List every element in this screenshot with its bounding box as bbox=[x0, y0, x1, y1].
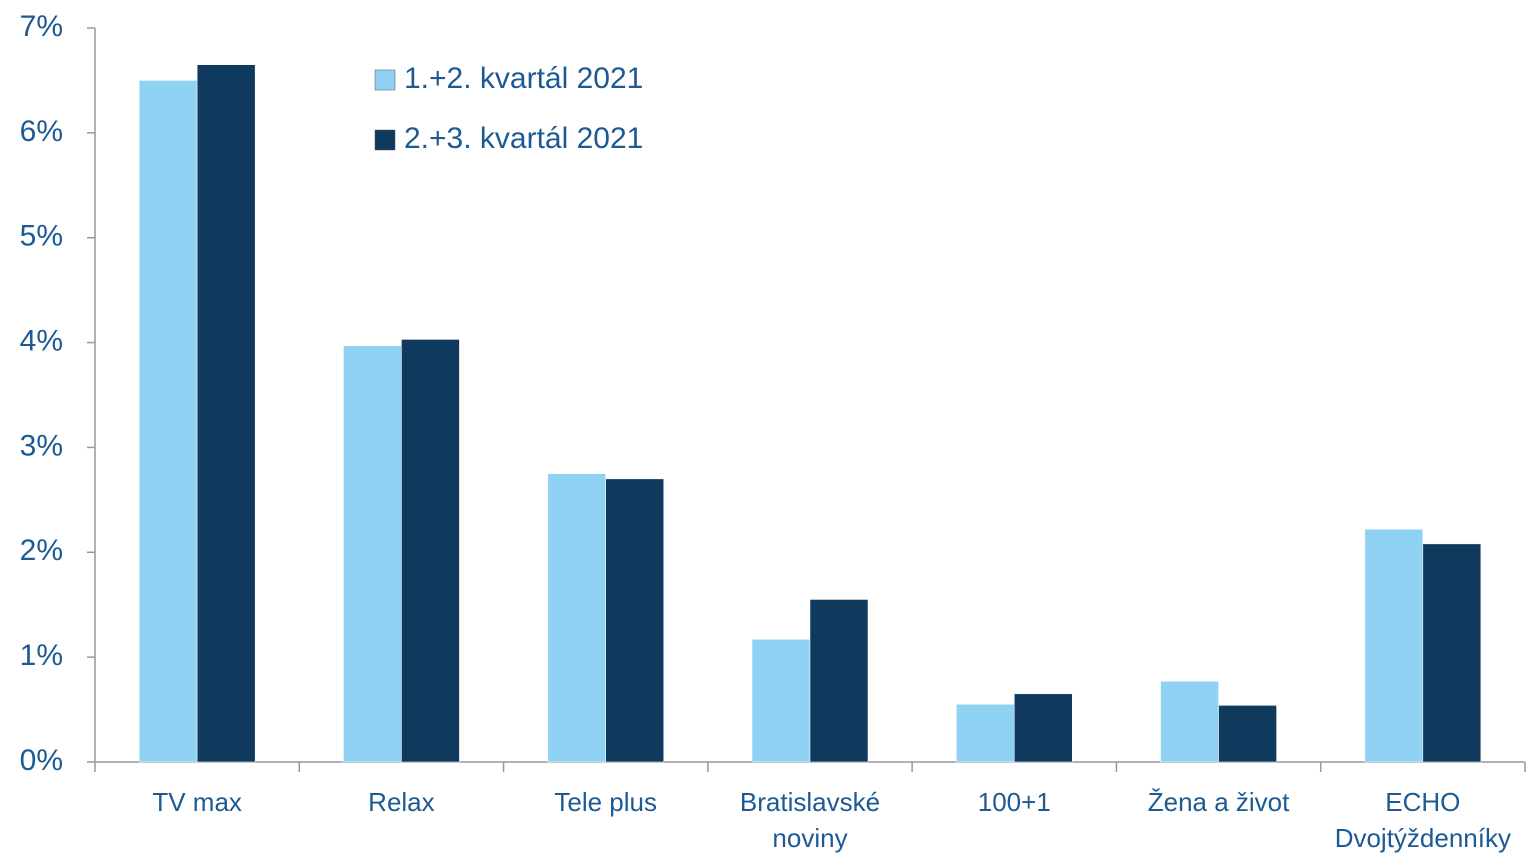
bar bbox=[1364, 528, 1424, 763]
bar bbox=[1160, 681, 1219, 763]
bar bbox=[547, 473, 606, 763]
x-tick-label: Relax bbox=[368, 787, 435, 817]
bar bbox=[401, 339, 460, 763]
x-tick-label: Bratislavské noviny bbox=[739, 787, 881, 853]
bar bbox=[343, 345, 402, 763]
bar bbox=[956, 704, 1015, 763]
x-tick-label: ECHO Dvojtýždenníky bbox=[1334, 787, 1511, 853]
bar bbox=[751, 639, 811, 763]
bar bbox=[605, 478, 664, 763]
x-tick-label: Tele plus bbox=[554, 787, 658, 817]
bar bbox=[809, 599, 869, 763]
y-tick-label: 3% bbox=[20, 429, 63, 462]
x-tick-label: 100+1 bbox=[977, 787, 1051, 817]
y-tick-label: 7% bbox=[20, 10, 63, 43]
legend-label: 1.+2. kvartál 2021 bbox=[404, 62, 643, 95]
y-tick-label: 6% bbox=[20, 115, 63, 148]
legend-swatch bbox=[374, 129, 396, 151]
bar bbox=[1218, 705, 1277, 763]
y-tick-label: 4% bbox=[20, 324, 63, 357]
y-tick-label: 1% bbox=[20, 639, 63, 672]
x-tick-label: TV max bbox=[152, 787, 242, 817]
y-tick-label: 0% bbox=[20, 744, 63, 777]
y-tick-label: 5% bbox=[20, 220, 63, 253]
legend-swatch bbox=[374, 69, 396, 91]
bar bbox=[196, 64, 256, 763]
bar bbox=[138, 80, 198, 763]
bar bbox=[1422, 543, 1482, 763]
y-tick-label: 2% bbox=[20, 534, 63, 567]
bar bbox=[1014, 693, 1073, 763]
legend-label: 2.+3. kvartál 2021 bbox=[404, 122, 643, 155]
x-tick-label: Žena a život bbox=[1147, 787, 1290, 817]
